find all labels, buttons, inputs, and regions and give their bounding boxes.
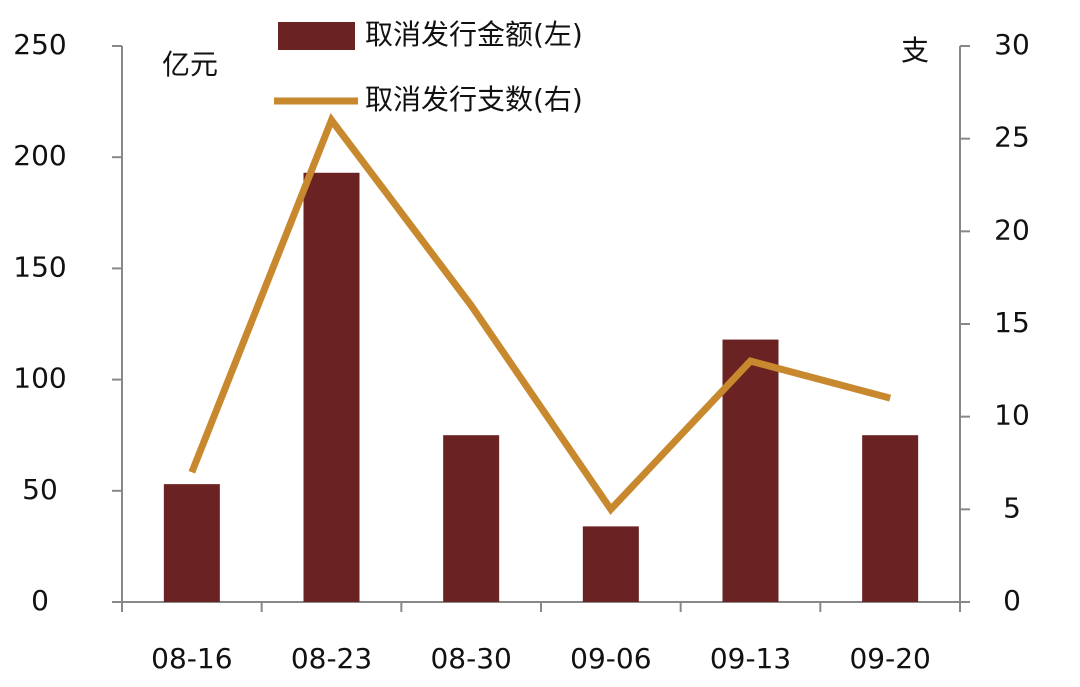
y-axis-label: 亿元 (162, 48, 218, 81)
y2-tick-label: 0 (1003, 584, 1021, 617)
y2-tick-label: 15 (994, 306, 1030, 339)
y-tick-label: 150 (13, 250, 66, 283)
bar (163, 484, 220, 602)
x-tick-label: 09-20 (849, 642, 930, 675)
x-tick-label: 09-06 (570, 642, 651, 675)
y-tick-label: 200 (13, 139, 66, 172)
legend-label: 取消发行支数(右) (365, 83, 583, 116)
x-tick-label: 08-16 (151, 642, 232, 675)
legend-label: 取消发行金额(左) (365, 18, 583, 51)
y2-tick-label: 30 (994, 28, 1030, 61)
x-tick-label: 08-23 (291, 642, 372, 675)
legend-swatch (278, 22, 355, 50)
y2-tick-label: 10 (994, 399, 1030, 432)
bar (443, 435, 500, 602)
y2-axis-label: 支 (901, 34, 929, 67)
y2-tick-label: 5 (1003, 491, 1021, 524)
y2-tick-label: 25 (994, 121, 1030, 154)
y2-tick-label: 20 (994, 213, 1030, 246)
line (188, 113, 892, 515)
bar (862, 435, 919, 602)
x-tick-label: 09-13 (710, 642, 791, 675)
bar (303, 172, 360, 602)
y-tick-label: 0 (31, 584, 49, 617)
y-tick-label: 100 (13, 362, 66, 395)
y-tick-label: 50 (22, 473, 58, 506)
y-tick-label: 250 (13, 28, 66, 61)
x-tick-label: 08-30 (430, 642, 511, 675)
bar (582, 526, 639, 602)
